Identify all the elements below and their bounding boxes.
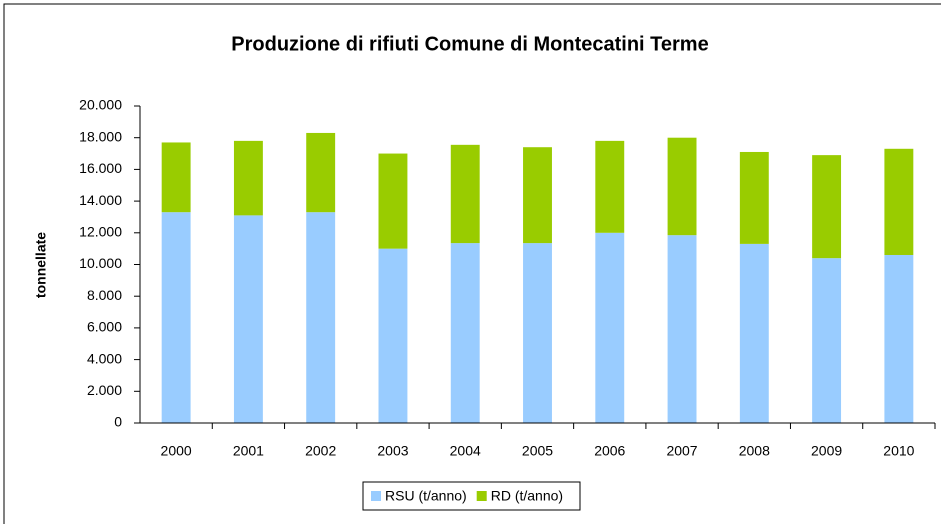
bar-segment xyxy=(523,243,552,423)
y-tick-label: 10.000 xyxy=(79,255,122,271)
bar-segment xyxy=(884,148,914,255)
y-tick-label: 8.000 xyxy=(87,287,122,303)
x-tick-label: 2002 xyxy=(305,443,336,459)
bar-segment xyxy=(233,215,263,423)
bar-segment xyxy=(378,248,408,423)
y-tick-label: 4.000 xyxy=(87,350,122,366)
legend-box xyxy=(362,481,581,511)
x-tick-label: 2003 xyxy=(377,443,408,459)
bar-segment xyxy=(233,140,263,216)
chart-title: Produzione di rifiuti Comune di Montecat… xyxy=(231,33,708,55)
bar-segment xyxy=(667,235,697,423)
y-axis-label: tonnellate xyxy=(33,232,49,298)
bar-segment xyxy=(523,147,552,244)
legend-swatch xyxy=(371,491,381,501)
y-tick-label: 12.000 xyxy=(79,224,122,240)
bar-segment xyxy=(595,232,625,423)
x-tick-label: 2007 xyxy=(666,443,697,459)
y-tick-label: 18.000 xyxy=(79,128,122,144)
x-tick-label: 2001 xyxy=(233,443,264,459)
bar-segment xyxy=(161,142,191,213)
bar-segment xyxy=(812,155,842,259)
x-tick-label: 2009 xyxy=(811,443,842,459)
x-tick-label: 2006 xyxy=(594,443,625,459)
y-tick-label: 20.000 xyxy=(79,97,122,113)
bar-segment xyxy=(378,153,408,249)
bar-segment xyxy=(667,137,697,236)
bar-segment xyxy=(450,144,480,244)
bar-segment xyxy=(161,212,191,423)
bar-segment xyxy=(884,254,914,423)
bar-segment xyxy=(739,243,769,423)
x-tick-label: 2005 xyxy=(522,443,553,459)
chart-border xyxy=(3,3,941,524)
legend-label: RD (t/anno) xyxy=(491,488,563,504)
x-tick-label: 2004 xyxy=(450,443,481,459)
legend-label: RSU (t/anno) xyxy=(385,488,467,504)
bar-segment xyxy=(306,212,336,423)
y-tick-label: 2.000 xyxy=(87,382,122,398)
bar-segment xyxy=(306,132,336,213)
bar-segment xyxy=(739,151,769,244)
x-tick-label: 2000 xyxy=(161,443,192,459)
x-tick-label: 2010 xyxy=(883,443,914,459)
bar-segment xyxy=(595,140,625,233)
y-tick-label: 6.000 xyxy=(87,319,122,335)
bar-segment xyxy=(812,258,842,423)
bar-segment xyxy=(450,243,480,423)
x-tick-label: 2008 xyxy=(739,443,770,459)
y-tick-label: 14.000 xyxy=(79,192,122,208)
legend-swatch xyxy=(476,491,487,501)
y-tick-label: 0 xyxy=(114,414,122,430)
y-tick-label: 16.000 xyxy=(79,160,122,176)
